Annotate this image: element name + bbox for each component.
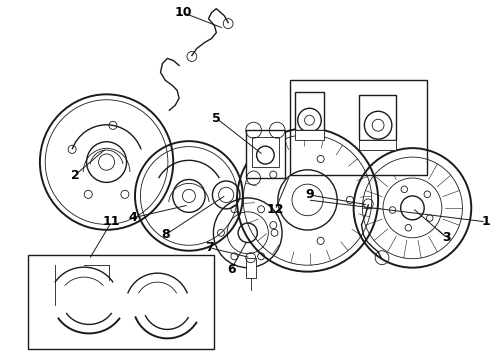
- Bar: [28, 255, 215, 349]
- Bar: [359, 95, 396, 140]
- Text: 10: 10: [174, 6, 192, 19]
- Bar: [252, 137, 279, 167]
- Bar: [290, 80, 427, 175]
- Text: 9: 9: [305, 188, 314, 202]
- Text: 7: 7: [205, 241, 214, 254]
- Text: 3: 3: [442, 231, 451, 244]
- Text: 12: 12: [267, 203, 284, 216]
- Text: 2: 2: [71, 168, 79, 181]
- Bar: [295, 92, 324, 130]
- Bar: [246, 130, 285, 178]
- Bar: [359, 140, 396, 150]
- Bar: [295, 130, 324, 140]
- Bar: [246, 258, 256, 278]
- Text: 8: 8: [161, 228, 170, 241]
- Text: 6: 6: [227, 263, 235, 276]
- Text: 1: 1: [482, 215, 490, 228]
- Text: 11: 11: [103, 215, 120, 228]
- Text: 4: 4: [129, 211, 137, 224]
- Text: 5: 5: [212, 112, 220, 125]
